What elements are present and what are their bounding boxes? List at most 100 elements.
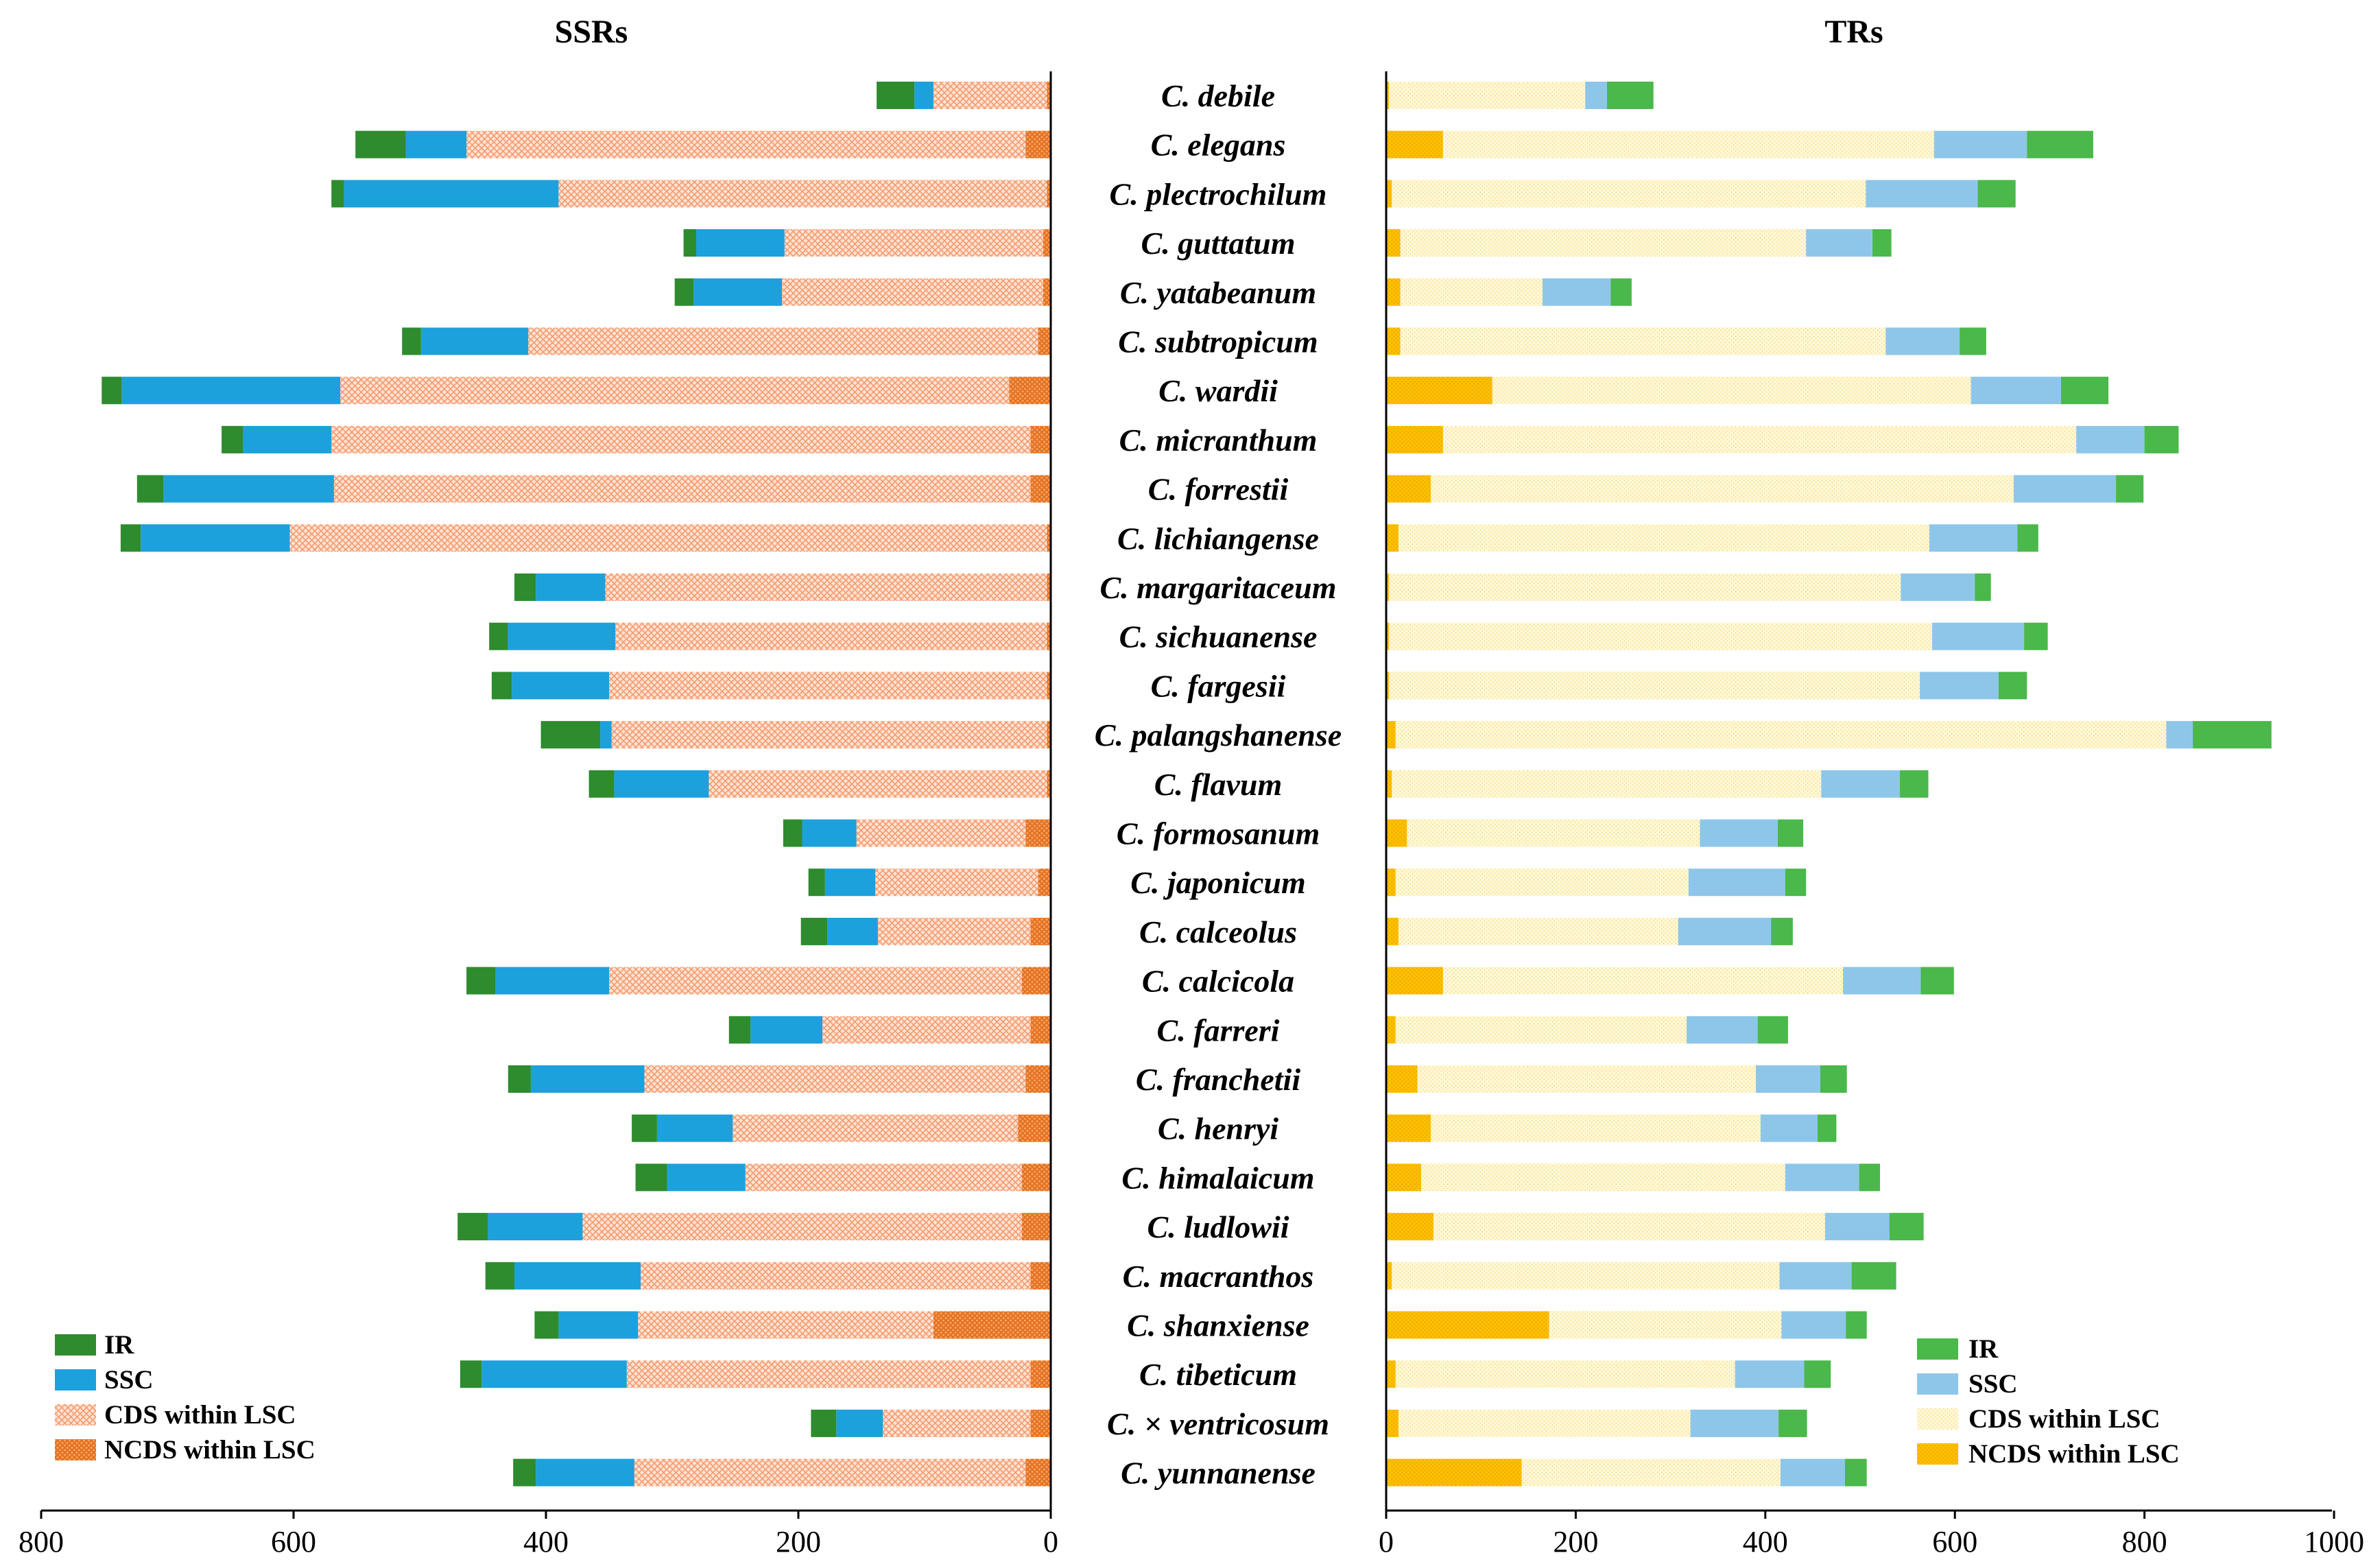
- ssr-bar-cds-within-lsc-c-formosanum: [856, 819, 1026, 847]
- tr-bar-ssc-c-fargesii: [1920, 672, 1999, 700]
- tr-legend-swatch-ncds: [1917, 1443, 1958, 1465]
- species-label-c-flavum: C. flavum: [1154, 767, 1283, 802]
- species-label-c-micranthum: C. micranthum: [1119, 423, 1318, 458]
- tr-bar-ncds-within-lsc-c-shanxiense: [1386, 1311, 1549, 1339]
- ssr-bar-ir-c-ludlowii: [457, 1213, 488, 1241]
- tr-bar-ir-c-shanxiense: [1846, 1311, 1867, 1339]
- tr-bar-ssc-c-guttatum: [1806, 229, 1872, 257]
- tr-bar-ncds-within-lsc-c-guttatum: [1386, 229, 1401, 257]
- ssr-bar-cds-within-lsc-c-calceolus: [877, 917, 1031, 945]
- ssr-bar-cds-within-lsc-c-yunnanense: [634, 1458, 1026, 1487]
- tr-bar-cds-within-lsc-c-margaritaceum: [1389, 573, 1901, 601]
- ssr-bar-ir-c-calceolus: [800, 917, 828, 945]
- ssr-bar-ncds-within-lsc-c-subtropicum: [1038, 327, 1051, 355]
- ssr-bar-ncds-within-lsc-c-fargesii: [1047, 672, 1051, 700]
- species-label-c-yatabeanum: C. yatabeanum: [1120, 275, 1316, 310]
- ssr-legend-label-ssc: SSC: [104, 1365, 154, 1395]
- tr-bar-cds-within-lsc-c-macranthos: [1392, 1262, 1780, 1290]
- species-label-c-macranthos: C. macranthos: [1123, 1259, 1314, 1294]
- ssr-bar-cds-within-lsc-c-subtropicum: [528, 327, 1038, 355]
- ssr-x-tick-label-200: 200: [776, 1525, 821, 1559]
- ssr-bar-ncds-within-lsc-c-sichuanense: [1047, 622, 1051, 650]
- tr-bar-ir-c-farreri: [1757, 1016, 1788, 1044]
- tr-bar-ir-c-franchetii: [1820, 1065, 1847, 1093]
- species-label-c-henryi: C. henryi: [1158, 1111, 1279, 1146]
- tr-bar-ncds-within-lsc-c-farreri: [1386, 1016, 1396, 1044]
- ssr-x-ticks: 800 600 400 200 0: [19, 1511, 1058, 1559]
- ssr-legend-swatch-ir: [55, 1334, 96, 1356]
- tr-bar-ncds-within-lsc-c-formosanum: [1386, 819, 1407, 847]
- ssr-bar-ssc-c-shanxiense: [558, 1311, 639, 1339]
- tr-bar-ncds-within-lsc-c-calcicola: [1386, 967, 1443, 995]
- tr-bar-ir-c-formosanum: [1777, 819, 1804, 847]
- ssr-bar-ir-c-shanxiense: [534, 1311, 559, 1339]
- tr-bar-ssc-c-yatabeanum: [1543, 278, 1611, 306]
- tr-bar-ir-c-subtropicum: [1960, 327, 1986, 355]
- ssr-bar-ir-c-guttatum: [683, 229, 696, 257]
- ssr-bar-cds-within-lsc-c-debile: [933, 82, 1047, 109]
- tr-bar-ssc-c-ventricosum: [1690, 1409, 1779, 1437]
- tr-bar-ssc-c-calceolus: [1678, 917, 1772, 945]
- ssr-x-tick-label-800: 800: [19, 1525, 64, 1559]
- ssr-panel-title: SSRs: [555, 14, 628, 50]
- tr-bar-ssc-c-macranthos: [1779, 1262, 1852, 1290]
- ssr-bar-cds-within-lsc-c-ventricosum: [883, 1409, 1031, 1437]
- tr-x-tick-label-200: 200: [1553, 1525, 1598, 1559]
- ssr-bar-cds-within-lsc-c-guttatum: [784, 229, 1043, 257]
- tr-bar-ssc-c-franchetii: [1756, 1065, 1820, 1093]
- species-labels: C. debile C. elegans C. plectrochilum C. gu…: [1095, 78, 1342, 1491]
- tr-bar-ssc-c-forrestii: [2013, 475, 2117, 503]
- tr-bar-ssc-c-farreri: [1687, 1016, 1758, 1044]
- tr-bar-ssc-c-lichiangense: [1929, 524, 2018, 552]
- ssr-bar-cds-within-lsc-c-margaritaceum: [605, 573, 1047, 601]
- species-label-c-calcicola: C. calcicola: [1142, 964, 1294, 999]
- ssr-bar-ir-c-sichuanense: [489, 622, 508, 650]
- ssr-bar-ir-c-calcicola: [466, 967, 496, 995]
- ssr-bar-cds-within-lsc-c-farreri: [822, 1016, 1031, 1044]
- tr-bar-cds-within-lsc-c-yunnanense: [1521, 1458, 1781, 1487]
- ssr-x-tick-label-0: 0: [1043, 1525, 1058, 1559]
- tr-bar-ssc-c-micranthum: [2076, 425, 2145, 453]
- ssr-bar-cds-within-lsc-c-franchetii: [644, 1065, 1026, 1093]
- ssr-bar-ncds-within-lsc-c-farreri: [1030, 1016, 1051, 1044]
- tr-bar-cds-within-lsc-c-sichuanense: [1389, 622, 1932, 650]
- species-label-c-farreri: C. farreri: [1157, 1013, 1280, 1048]
- ssr-bar-ssc-c-micranthum: [243, 425, 332, 453]
- tr-bar-ncds-within-lsc-c-macranthos: [1386, 1262, 1392, 1290]
- tr-bar-ncds-within-lsc-c-japonicum: [1386, 868, 1396, 897]
- ssr-bar-ncds-within-lsc-c-plectrochilum: [1047, 180, 1051, 208]
- ssr-x-tick-label-400: 400: [523, 1525, 569, 1559]
- species-label-c-margaritaceum: C. margaritaceum: [1099, 570, 1336, 605]
- ssr-bar-ncds-within-lsc-c-guttatum: [1043, 229, 1051, 257]
- tr-bar-ir-c-lichiangense: [2017, 524, 2038, 552]
- ssr-bar-ssc-c-plectrochilum: [344, 180, 559, 208]
- tr-bar-ssc-c-ludlowii: [1824, 1213, 1890, 1241]
- ssr-bar-ir-c-plectrochilum: [331, 180, 344, 208]
- tr-bar-ssc-c-palangshanense: [2166, 721, 2193, 749]
- ssr-bar-ssc-c-debile: [914, 82, 933, 109]
- ssr-bar-ir-c-yatabeanum: [674, 278, 694, 306]
- tr-bar-ir-c-sichuanense: [2024, 622, 2048, 650]
- ssr-bar-ncds-within-lsc-c-japonicum: [1038, 868, 1051, 897]
- species-label-c-formosanum: C. formosanum: [1117, 816, 1320, 851]
- ssr-bar-cds-within-lsc-c-forrestii: [333, 475, 1031, 503]
- ssr-bar-cds-within-lsc-c-micranthum: [331, 425, 1031, 453]
- tr-bar-ncds-within-lsc-c-yunnanense: [1386, 1458, 1522, 1487]
- tr-bar-ir-c-macranthos: [1851, 1262, 1896, 1290]
- species-label-c-guttatum: C. guttatum: [1141, 226, 1296, 261]
- tr-bar-ir-c-guttatum: [1872, 229, 1892, 257]
- ssr-bar-ncds-within-lsc-c-himalaicum: [1021, 1163, 1051, 1192]
- tr-panel-title: TRs: [1824, 14, 1883, 50]
- ssr-legend-swatch-cds: [55, 1404, 96, 1425]
- ssr-bar-cds-within-lsc-c-macranthos: [641, 1262, 1031, 1290]
- tr-bar-ir-c-ventricosum: [1778, 1409, 1807, 1437]
- ssr-bar-ssc-c-subtropicum: [420, 327, 529, 355]
- tr-bar-ncds-within-lsc-c-ludlowii: [1386, 1213, 1434, 1241]
- tr-x-tick-label-0: 0: [1379, 1525, 1394, 1559]
- ssr-bars: [102, 82, 1051, 1487]
- tr-bar-cds-within-lsc-c-elegans: [1442, 130, 1934, 158]
- tr-bar-ir-c-palangshanense: [2193, 721, 2272, 749]
- ssr-bar-ssc-c-calceolus: [827, 917, 878, 945]
- ssr-bar-ssc-c-guttatum: [696, 229, 785, 257]
